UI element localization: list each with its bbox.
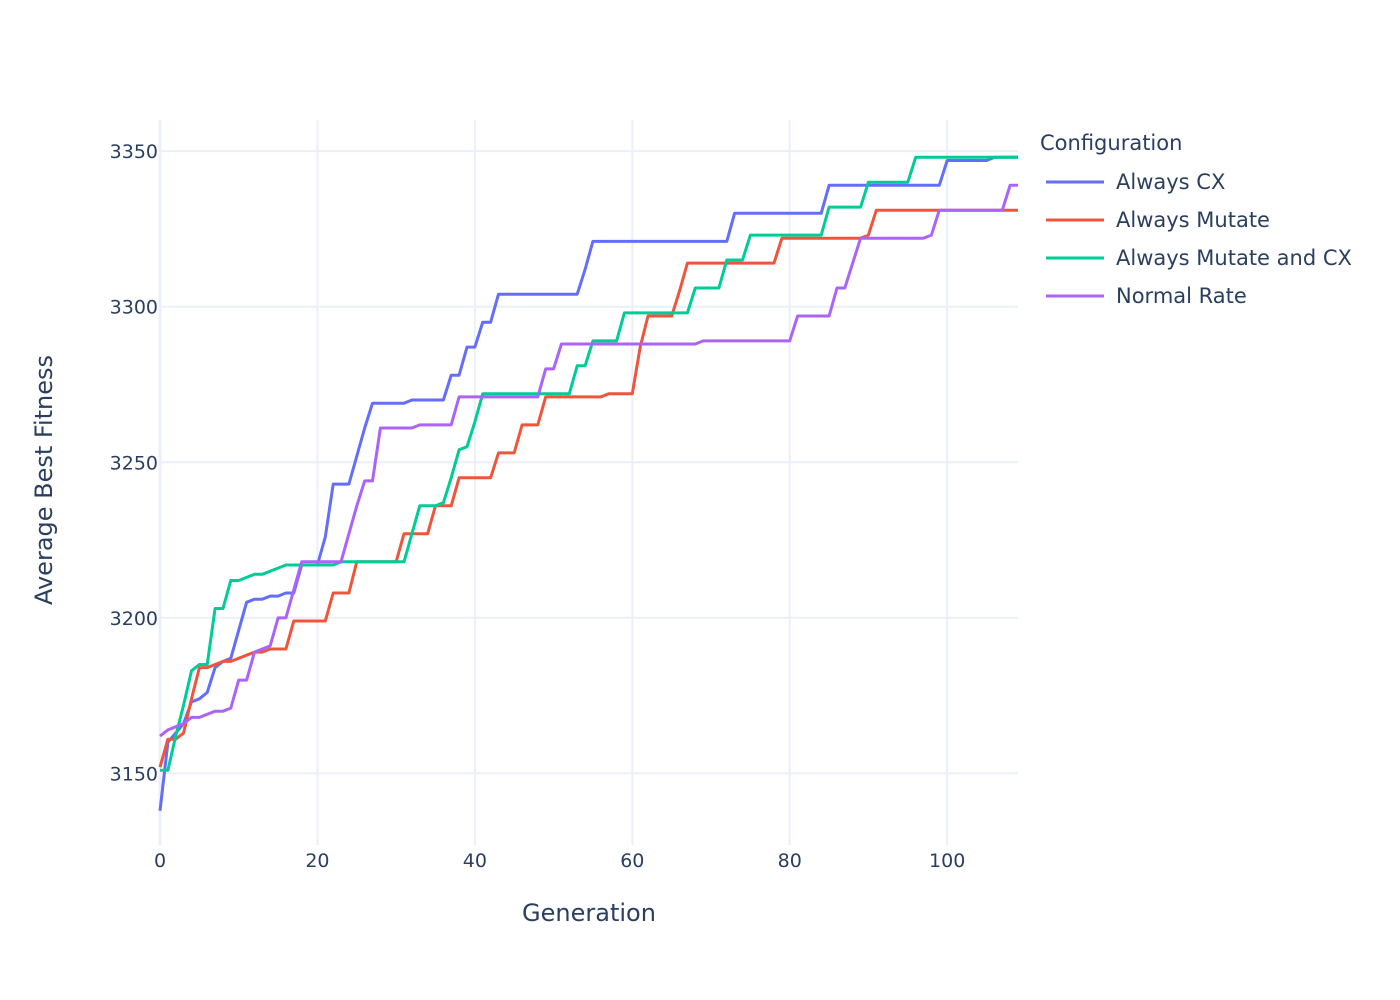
legend-item-label: Normal Rate [1116, 284, 1247, 308]
x-tick-label: 80 [778, 850, 802, 872]
legend-item-label: Always Mutate and CX [1116, 246, 1352, 270]
x-tick-label: 100 [929, 850, 965, 872]
legend-title: Configuration [1040, 131, 1182, 155]
y-tick-label: 3150 [110, 763, 158, 785]
x-axis-title: Generation [522, 899, 656, 927]
y-axis-title: Average Best Fitness [30, 355, 58, 605]
y-tick-label: 3350 [110, 141, 158, 163]
series-line-3 [159, 183, 1018, 738]
y-tick-label: 3200 [110, 608, 158, 630]
series-line-2 [160, 155, 1018, 772]
x-tick-label: 40 [463, 850, 487, 872]
legend-item-label: Always CX [1116, 170, 1225, 194]
x-tick-label: 0 [154, 850, 166, 872]
x-tick-labels: 0 20 40 60 80 100 [154, 850, 965, 872]
x-tick-label: 60 [620, 850, 644, 872]
series-lines [158, 155, 1018, 811]
series-line-1 [158, 208, 1018, 768]
y-tick-label: 3250 [110, 452, 158, 474]
y-tick-labels: 3150 3200 3250 3300 3350 [110, 141, 158, 785]
y-tick-label: 3300 [110, 297, 158, 319]
legend-item-label: Always Mutate [1116, 208, 1270, 232]
x-tick-label: 20 [305, 850, 329, 872]
legend: Configuration Always CX Always Mutate Alwa… [1040, 131, 1352, 308]
series-line-0 [158, 155, 1018, 811]
gridlines [160, 120, 1018, 845]
